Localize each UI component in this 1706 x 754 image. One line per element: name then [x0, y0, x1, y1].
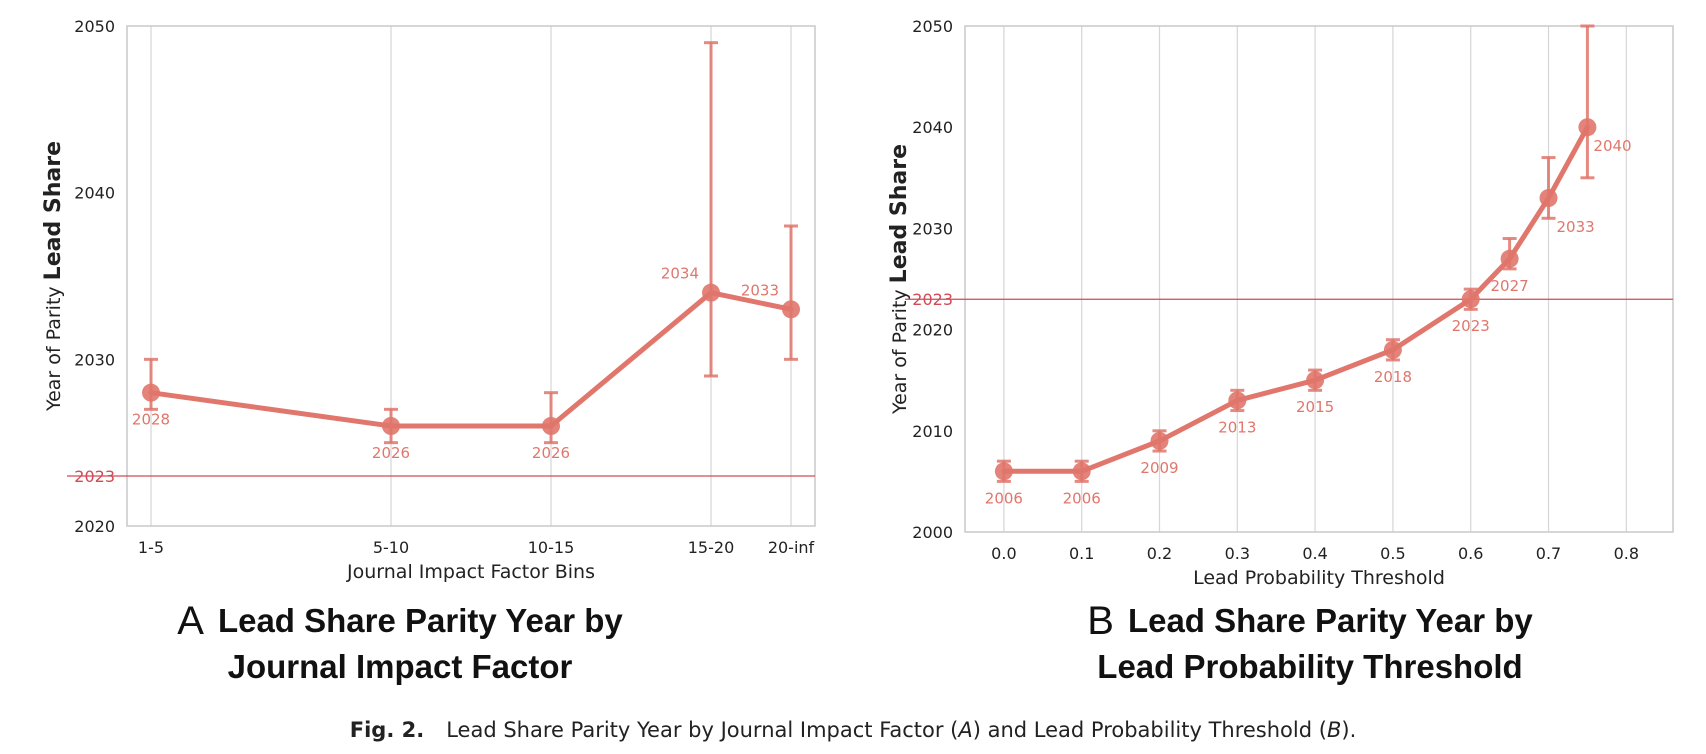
panel-a-ytick-label: 2020	[74, 517, 115, 536]
panel-a-title-line2: Journal Impact Factor	[227, 648, 573, 685]
panel-a-yaxis-label-plain: Year of Parity	[43, 280, 65, 412]
panel-a-plot-frame	[126, 25, 816, 527]
panel-a-chart: 2020 2030 2040 2050 1-5 5-10 10-15 15-20 20-inf J…	[41, 17, 816, 583]
panel-b-data-point	[1150, 431, 1169, 450]
panel-a-data-point	[542, 417, 560, 435]
panel-b-chart: 2000 2010 2020 2030 2040 2050 0.0 0.1 0.2 0.3 0.4 0…	[887, 17, 1674, 589]
panel-b-xaxis-label: Lead Probability Threshold	[1193, 567, 1445, 589]
panel-b-data-point	[1578, 118, 1597, 137]
panel-b-data-label: 2027	[1491, 277, 1529, 295]
panel-a-yaxis-label: Year of Parity Lead Share	[41, 141, 66, 412]
panel-a-data-label: 2034	[661, 265, 699, 283]
panel-b-data-label: 2013	[1218, 418, 1256, 436]
panel-b-data-point	[1539, 189, 1558, 208]
panel-b-title: B Lead Share Parity Year by Lead Probabil…	[1030, 598, 1590, 689]
panel-a-data-label: 2028	[132, 411, 170, 429]
panel-a-reference-line-label: 2023	[74, 467, 115, 486]
panel-a-title-line1: Lead Share Parity Year by	[217, 602, 623, 639]
panel-b-title-line2: Lead Probability Threshold	[1097, 648, 1523, 685]
figure-label: Fig. 2.	[349, 718, 425, 742]
panel-b-data-point	[1228, 391, 1247, 410]
panel-b-data-point	[1306, 371, 1325, 390]
panel-a-data-point	[782, 300, 800, 319]
panel-a-title: A Lead Share Parity Year by Journal Impac…	[130, 598, 670, 689]
panel-b-data-label: 2006	[985, 489, 1023, 507]
panel-b-data-label: 2033	[1557, 218, 1595, 236]
panel-b-xtick-label: 0.3	[1225, 544, 1250, 563]
panel-a-xtick-label: 10-15	[528, 538, 575, 557]
figure-caption: Fig. 2. Lead Share Parity Year by Journal…	[0, 718, 1706, 742]
panel-b-ytick-label: 2040	[912, 118, 953, 137]
panel-b-data-point	[994, 462, 1013, 481]
panel-a-xaxis-label: Journal Impact Factor Bins	[346, 561, 595, 583]
panel-b-ytick-label: 2020	[912, 321, 953, 340]
panel-b-data-point	[1500, 249, 1519, 268]
panel-a-series-line	[148, 290, 794, 429]
panel-a-data-label: 2033	[741, 281, 779, 299]
caption-ref-b: B	[1326, 718, 1342, 742]
panel-b-data-label: 2018	[1374, 368, 1412, 386]
panel-a-xtick-label: 15-20	[688, 538, 735, 557]
panel-b-xtick-label: 0.7	[1536, 544, 1561, 563]
panel-a-letter: A	[177, 599, 204, 643]
panel-b-yaxis-label: Year of Parity Lead Share	[887, 144, 912, 415]
panel-b-reference-line-label: 2023	[912, 290, 953, 309]
panel-b-plot-frame	[964, 25, 1674, 533]
panel-a-data-label: 2026	[532, 444, 570, 462]
panel-b-xtick-label: 0.1	[1069, 544, 1094, 563]
caption-text-1: Lead Share Parity Year by Journal Impact…	[446, 718, 959, 742]
panel-a-xtick-label: 20-inf	[768, 538, 815, 557]
caption-text-3: ).	[1341, 718, 1357, 742]
panel-b-data-label: 2006	[1063, 489, 1101, 507]
panel-b-xtick-label: 0.5	[1380, 544, 1405, 563]
panel-a-data-point	[702, 283, 720, 302]
panel-a-ytick-label: 2040	[74, 184, 115, 203]
panel-b-ytick-label: 2030	[912, 219, 953, 238]
panel-a-data-label: 2026	[372, 444, 410, 462]
panel-a-data-point	[142, 383, 160, 402]
panel-b-title-line1: Lead Share Parity Year by	[1127, 602, 1533, 639]
panel-b-xtick-label: 0.4	[1302, 544, 1327, 563]
panel-b-xtick-label: 0.0	[991, 544, 1016, 563]
caption-ref-a: A	[958, 718, 973, 742]
panel-b-series-line	[1001, 124, 1590, 474]
panel-b-yaxis-label-bold: Lead Share	[887, 144, 912, 283]
panel-a-ytick-label: 2050	[74, 17, 115, 36]
panel-a-xtick-label: 5-10	[373, 538, 409, 557]
panel-b-data-point	[1072, 462, 1091, 481]
panel-b-xtick-label: 0.6	[1458, 544, 1483, 563]
panel-a-xtick-label: 1-5	[138, 538, 164, 557]
panel-b-ytick-label: 2010	[912, 422, 953, 441]
panel-a-data-point	[382, 417, 400, 435]
panel-b-data-point	[1461, 290, 1480, 309]
panel-b-data-label: 2023	[1452, 317, 1490, 335]
panel-b-yaxis-label-plain: Year of Parity	[889, 283, 911, 415]
panel-b-letter: B	[1087, 599, 1114, 643]
panel-b-data-point	[1383, 340, 1402, 359]
panel-b-data-label: 2009	[1140, 459, 1178, 477]
panel-b-ytick-label: 2000	[912, 523, 953, 542]
panel-b-xtick-label: 0.2	[1147, 544, 1172, 563]
panel-a-ytick-label: 2030	[74, 350, 115, 369]
panel-b-xtick-label: 0.8	[1614, 544, 1639, 563]
panel-a-yaxis-label-bold: Lead Share	[41, 141, 66, 280]
panel-b-data-label: 2015	[1296, 398, 1334, 416]
caption-text-2: ) and Lead Probability Threshold (	[972, 718, 1327, 742]
panel-b-ytick-label: 2050	[912, 17, 953, 36]
panel-b-data-label: 2040	[1593, 137, 1631, 155]
